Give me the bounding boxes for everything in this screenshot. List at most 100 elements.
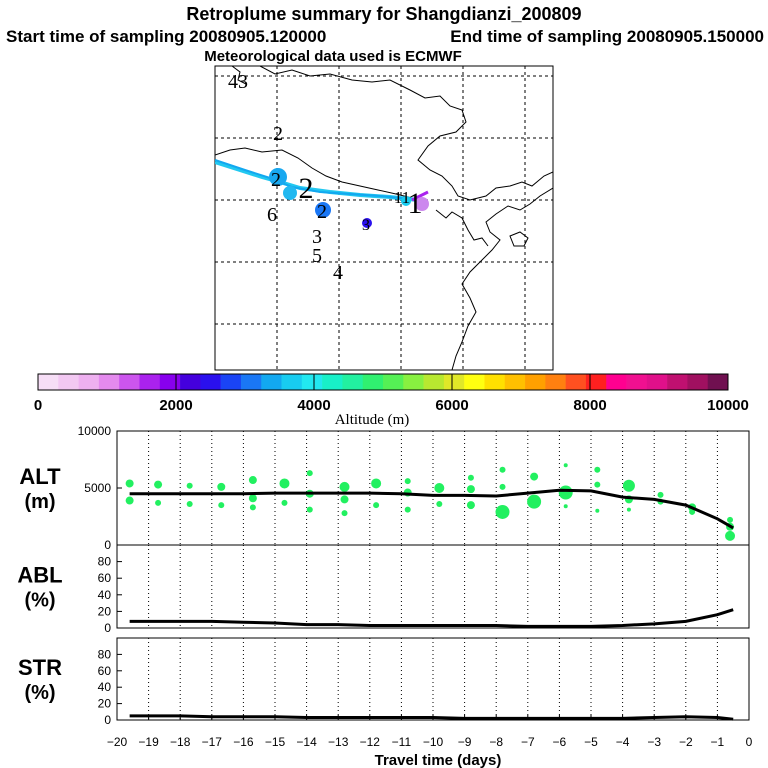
x-tick-label: −10 <box>423 735 444 749</box>
colorbar-swatch <box>281 374 303 390</box>
colorbar-swatch <box>687 374 709 390</box>
cluster-label: 6 <box>267 204 277 226</box>
mean-altitude-line <box>129 488 734 530</box>
colorbar-swatch <box>200 374 221 390</box>
scatter-point <box>340 495 349 504</box>
colorbar-tick-label: 0 <box>34 397 42 414</box>
met-data-text: Meteorological data used is ECMWF <box>204 48 462 65</box>
y-tick-label: 40 <box>98 680 112 694</box>
colorbar-swatch <box>707 374 729 390</box>
colorbar-tick-label: 8000 <box>573 397 606 414</box>
y-axis-label: STR <box>18 655 62 680</box>
x-tick-label: −9 <box>458 735 472 749</box>
colorbar-swatch <box>322 374 343 390</box>
colorbar-swatch <box>58 374 79 390</box>
scatter-point <box>154 480 163 489</box>
colorbar-swatch <box>119 374 140 390</box>
colorbar-swatch <box>78 374 100 390</box>
scatter-point <box>594 481 601 488</box>
scatter-point <box>125 496 134 505</box>
scatter-point <box>186 500 193 507</box>
colorbar-swatch <box>383 374 404 390</box>
scatter-point <box>558 485 573 500</box>
colorbar-swatch <box>362 374 384 390</box>
scatter-point <box>248 494 257 503</box>
colorbar-swatch <box>606 374 627 390</box>
y-tick-label: 0 <box>104 713 111 727</box>
cluster-marker <box>415 197 429 211</box>
colorbar-tick-label: 4000 <box>297 397 330 414</box>
cluster-marker <box>315 202 331 218</box>
y-axis-label: ABL <box>17 563 62 588</box>
colorbar-swatch <box>484 374 506 390</box>
x-tick-label: −12 <box>360 735 381 749</box>
y-tick-label: 20 <box>98 604 112 618</box>
panel-abl: 0 20 40 60 80 ABL(%) <box>17 544 750 635</box>
colorbar-tick-label: 10000 <box>707 397 749 414</box>
scatter-point <box>248 476 257 485</box>
colorbar-swatch <box>585 374 607 390</box>
scatter-point <box>371 478 382 489</box>
x-tick-label: −14 <box>296 735 317 749</box>
colorbar-swatch <box>464 374 485 390</box>
colorbar-swatch <box>98 374 120 390</box>
y-axis-label: ALT <box>19 464 61 489</box>
cluster-label: 2 <box>299 172 314 205</box>
map-frame <box>214 65 554 371</box>
colorbar-tick-label: 6000 <box>435 397 468 414</box>
y-tick-label: 40 <box>98 588 112 602</box>
scatter-point <box>249 504 256 511</box>
colorbar-swatch <box>220 374 242 390</box>
colorbar-swatch <box>646 374 668 390</box>
cluster-label: 2 <box>271 169 281 191</box>
y-tick-label: 0 <box>104 538 111 552</box>
colorbar-swatch <box>443 374 465 390</box>
scatter-point <box>155 499 162 506</box>
scatter-point <box>186 482 193 489</box>
colorbar-swatch <box>240 374 262 390</box>
coastline-bay <box>435 209 489 247</box>
scatter-point <box>217 482 226 491</box>
scatter-point <box>563 463 568 468</box>
plume-trajectory-inner <box>215 159 411 200</box>
cluster-label: 5 <box>312 245 322 267</box>
cluster-label: 3 <box>312 226 322 248</box>
x-tick-label: 0 <box>746 735 753 749</box>
y-tick-label: 0 <box>104 621 111 635</box>
x-tick-label: −7 <box>521 735 535 749</box>
scatter-point <box>281 499 288 506</box>
border-line <box>215 147 413 199</box>
altitude-colorbar: 0 2000 4000 6000 8000 10000 <box>34 373 749 414</box>
coastline-korea <box>451 187 553 370</box>
coastline <box>259 66 553 201</box>
scatter-point <box>727 516 734 523</box>
scatter-point <box>622 479 635 492</box>
x-tick-label: −2 <box>679 735 693 749</box>
island-outline <box>509 231 529 247</box>
cluster-marker <box>283 186 297 200</box>
scatter-point <box>373 502 380 509</box>
cluster-label: 2 <box>273 123 283 145</box>
colorbar-swatch <box>342 374 364 390</box>
scatter-point <box>306 470 313 477</box>
x-tick-label: −13 <box>328 735 349 749</box>
x-tick-label: −3 <box>647 735 661 749</box>
plume-start-segment <box>411 190 429 202</box>
scatter-point <box>725 530 736 541</box>
panel-frame <box>116 544 750 629</box>
colorbar-swatch <box>301 374 323 390</box>
scatter-point <box>499 483 506 490</box>
scatter-point <box>595 508 600 513</box>
y-tick-label: 60 <box>98 571 112 585</box>
scatter-point <box>339 481 350 492</box>
cluster-label: 2 <box>317 201 327 223</box>
cluster-label: 4 <box>333 262 343 284</box>
trajectory-map: 43 2 2 2 6 2 3 3 5 4 11 1 <box>214 65 554 371</box>
scatter-point <box>657 491 664 498</box>
colorbar-swatch <box>261 374 282 390</box>
start-time-text: Start time of sampling 20080905.120000 <box>6 27 326 46</box>
colorbar-swatch <box>38 374 59 390</box>
y-axis-label-unit: (%) <box>24 682 55 704</box>
colorbar-swatch <box>667 374 688 390</box>
